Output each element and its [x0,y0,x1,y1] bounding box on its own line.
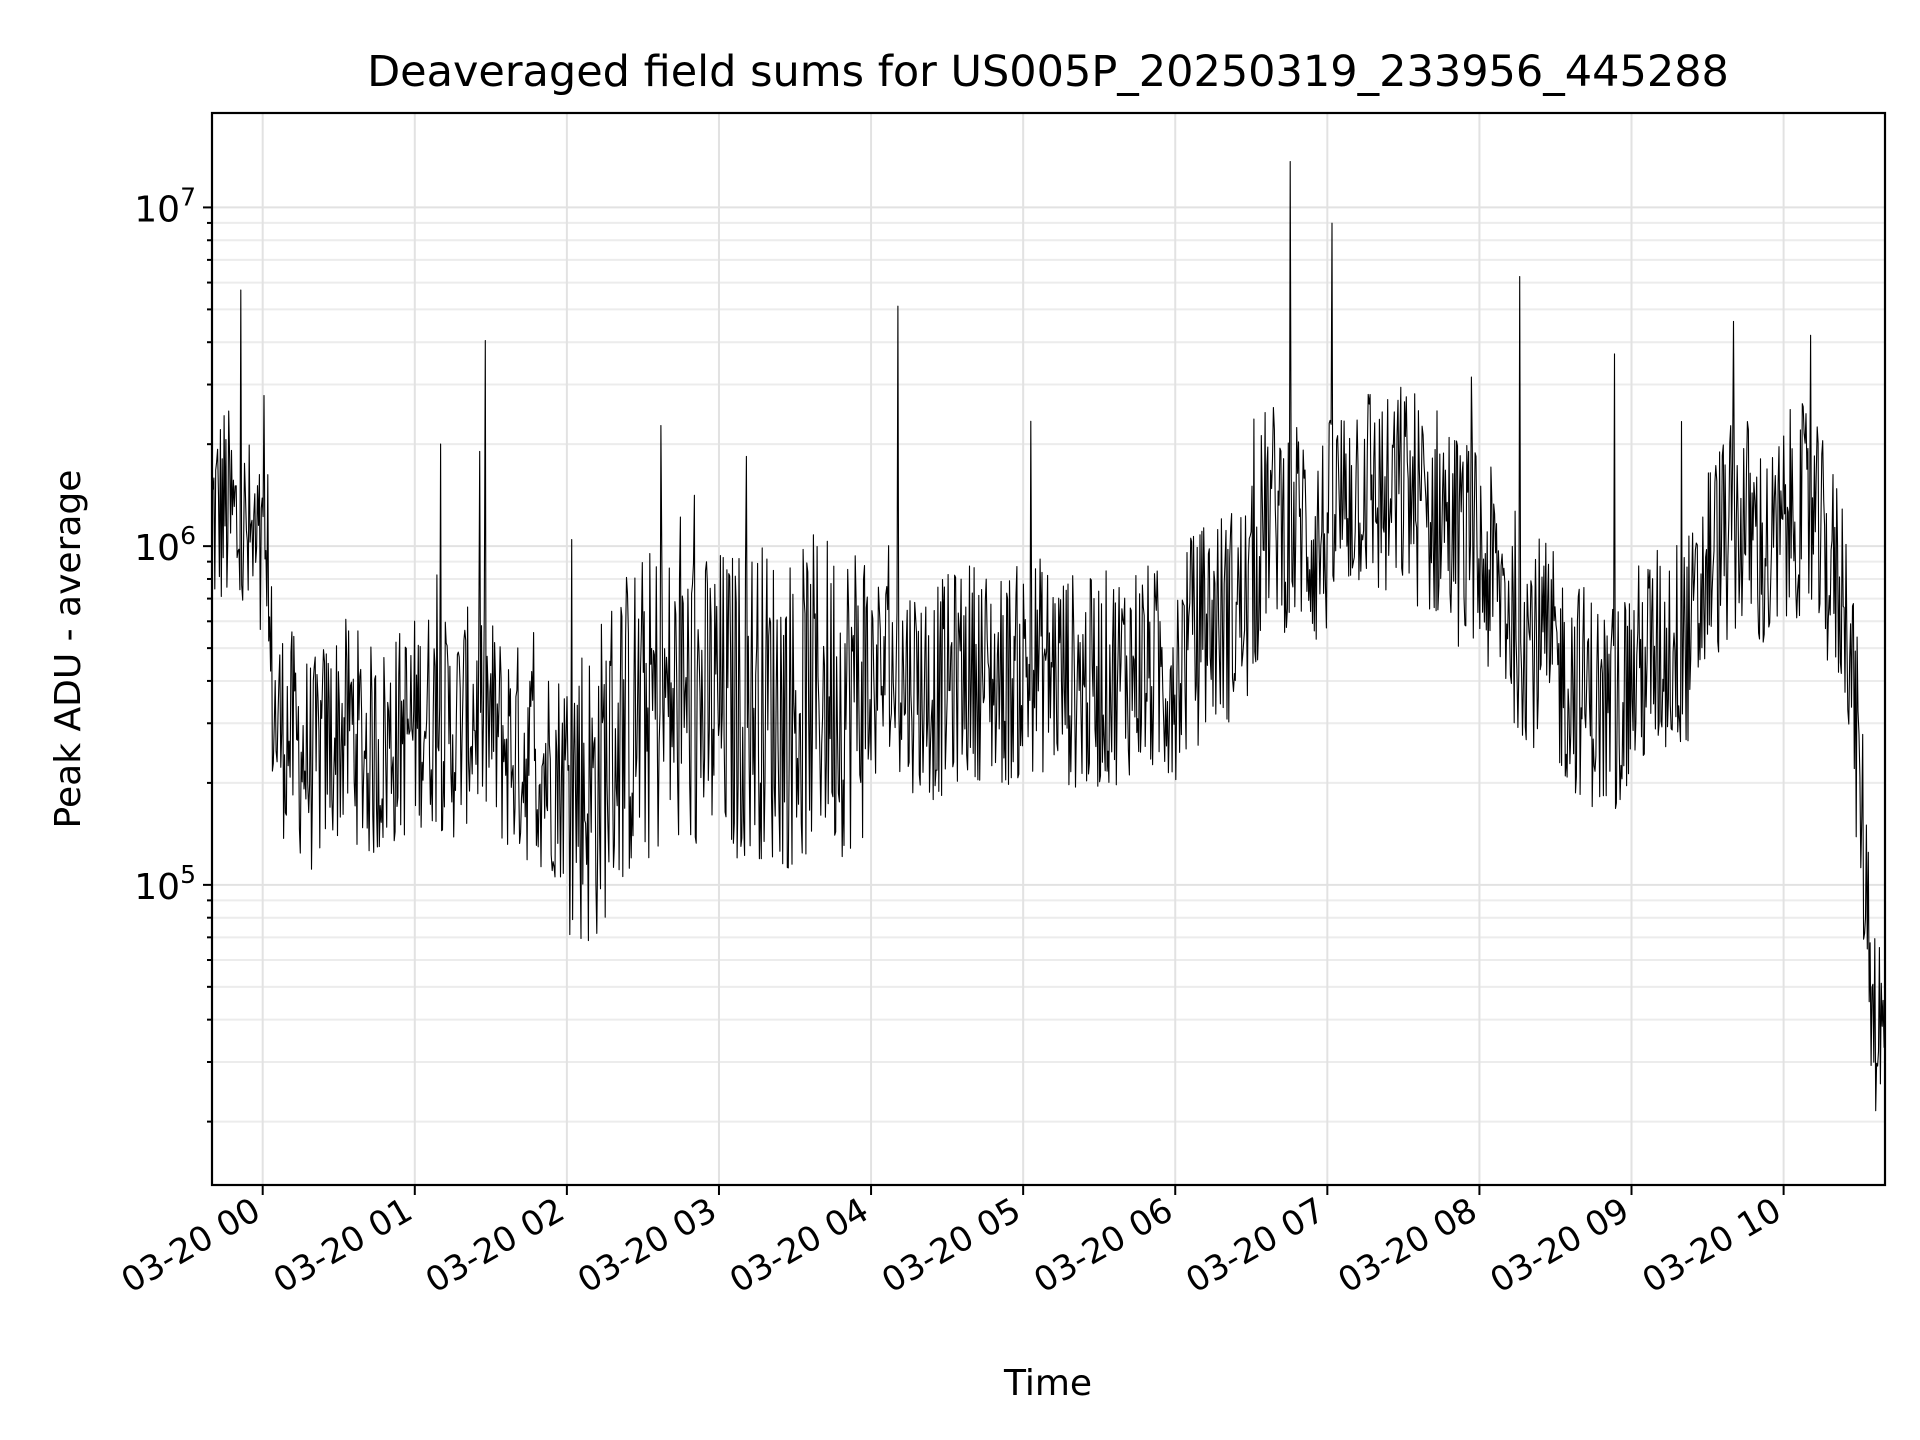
y-tick-label: 106 [134,521,196,569]
data-series-line [211,160,1886,1112]
chart-title: Deaveraged field sums for US005P_2025031… [367,47,1729,97]
x-axis-label: Time [1003,1363,1092,1404]
series-layer [211,160,1886,1112]
y-tick-label: 107 [134,182,196,230]
y-tick-label: 105 [134,860,196,908]
y-axis-label: Peak ADU - average [48,470,89,829]
